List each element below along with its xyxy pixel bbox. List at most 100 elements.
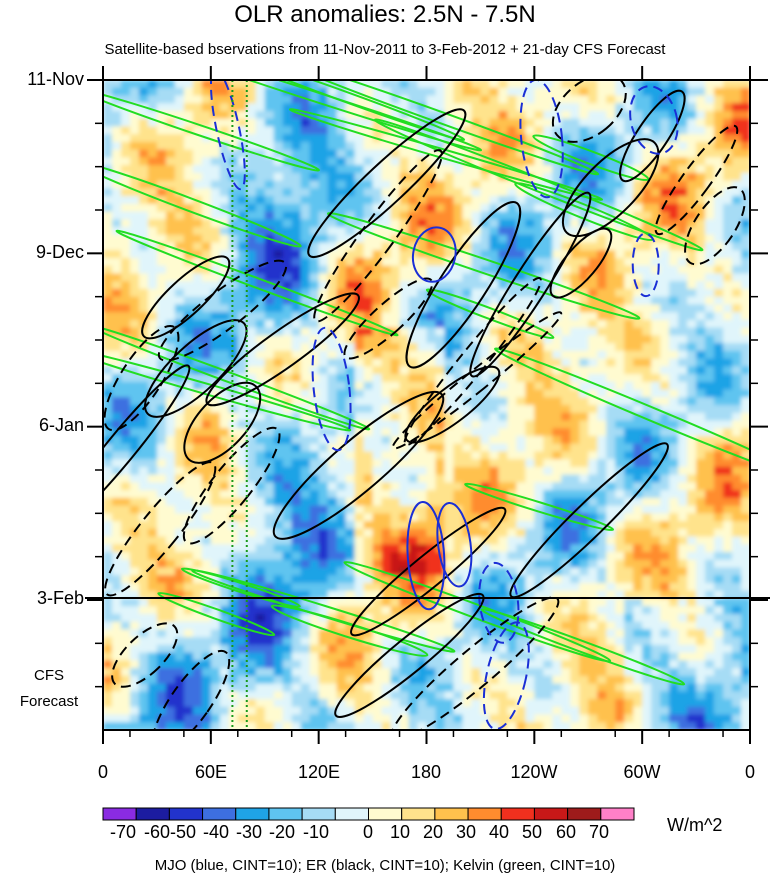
heatmap-cell [354,126,365,135]
heatmap-cell [579,505,589,514]
heatmap-cell [741,606,750,615]
heatmap-cell [336,482,347,491]
heatmap-cell [399,552,410,561]
heatmap-cell [615,544,625,553]
heatmap-cell [408,412,419,422]
heatmap-cell [210,172,221,182]
heatmap-cell [228,497,239,507]
heatmap-cell [525,211,535,220]
heatmap-cell [390,490,401,499]
heatmap-cell [525,559,535,569]
heatmap-cell [210,319,221,329]
heatmap-cell [228,552,239,561]
heatmap-cell [103,141,113,151]
heatmap-cell [291,172,302,182]
heatmap-cell [363,490,374,499]
heatmap-cell [345,482,356,491]
heatmap-cell [471,451,482,460]
heatmap-cell [687,443,697,453]
heatmap-cell [714,319,724,329]
heatmap-cell [669,374,679,383]
heatmap-cell [525,582,535,592]
heatmap-cell [399,420,410,429]
heatmap-cell [579,103,589,112]
heatmap-cell [255,374,266,383]
heatmap-cell [300,103,311,112]
heatmap-cell [363,141,374,151]
heatmap-cell [192,172,203,182]
heatmap-cell [174,327,185,336]
heatmap-cell [678,606,688,615]
heatmap-cell [309,141,320,151]
heatmap-cell [525,343,535,352]
heatmap-cell [552,582,562,592]
heatmap-cell [300,149,311,158]
heatmap-cell [498,552,508,561]
heatmap-cell [705,567,715,576]
heatmap-cell [309,482,320,491]
heatmap-cell [237,327,248,336]
heatmap-cell [516,188,526,197]
heatmap-cell [543,118,553,128]
heatmap-cell [435,327,446,336]
heatmap-cell [363,87,374,97]
heatmap-cell [219,126,230,135]
heatmap-cell [741,149,750,158]
heatmap-cell [381,435,392,445]
heatmap-cell [246,343,257,352]
heatmap-cell [696,513,706,522]
heatmap-cell [300,598,311,607]
heatmap-cell [192,482,203,491]
heatmap-cell [183,521,194,530]
heatmap-cell [327,265,338,275]
heatmap-cell [516,559,526,569]
heatmap-cell [552,118,562,128]
heatmap-cell [300,567,311,576]
heatmap-cell [516,80,526,89]
heatmap-cell [660,95,670,104]
heatmap-cell [660,188,670,197]
heatmap-cell [120,257,131,267]
heatmap-cell [228,281,239,290]
heatmap-cell [471,497,482,507]
heatmap-cell [732,466,742,476]
heatmap-cell [201,250,212,259]
heatmap-cell [363,567,374,576]
heatmap-cell [534,87,544,97]
heatmap-cell [669,165,679,174]
heatmap-cell [417,606,428,615]
heatmap-cell [561,451,571,460]
heatmap-cell [345,559,356,569]
heatmap-cell [705,544,715,553]
heatmap-cell [417,110,428,120]
heatmap-cell [291,165,302,174]
heatmap-cell [507,203,517,213]
heatmap-cell [435,513,446,522]
heatmap-cell [687,95,697,104]
heatmap-cell [561,87,571,97]
heatmap-cell [543,343,553,352]
heatmap-cell [552,110,562,120]
heatmap-cell [381,312,392,321]
heatmap-cell [103,188,113,197]
heatmap-cell [516,435,526,445]
heatmap-cell [660,575,670,584]
heatmap-cell [390,188,401,197]
heatmap-cell [120,397,131,406]
heatmap-cell [552,552,562,561]
heatmap-cell [363,157,374,166]
heatmap-cell [696,374,706,383]
heatmap-cell [462,95,473,104]
heatmap-cell [372,80,383,89]
heatmap-cell [606,350,616,360]
heatmap-cell [426,567,437,576]
heatmap-cell [633,474,643,483]
heatmap-cell [129,428,140,437]
heatmap-cell [534,397,544,406]
heatmap-cell [192,165,203,174]
heatmap-cell [390,211,401,220]
heatmap-cell [345,312,356,321]
heatmap-cell [111,273,122,282]
heatmap-cell [723,172,733,182]
heatmap-cell [489,497,499,507]
